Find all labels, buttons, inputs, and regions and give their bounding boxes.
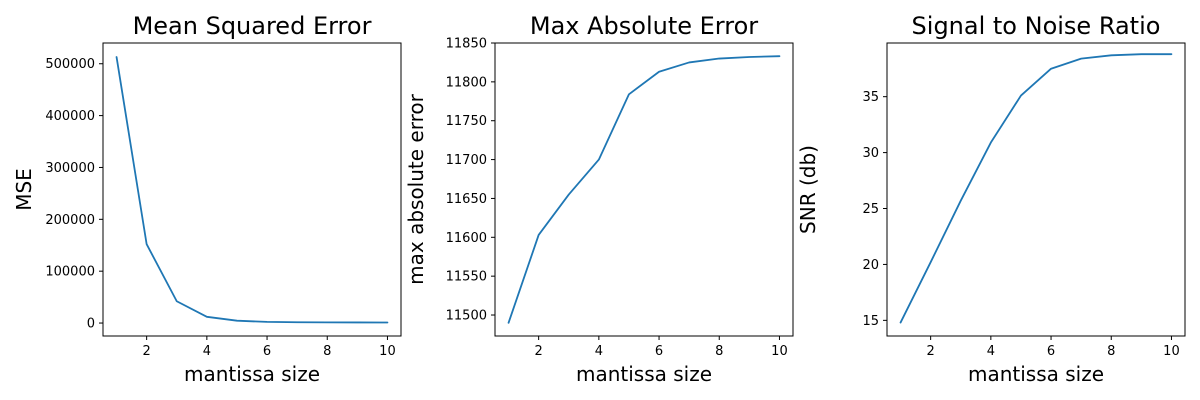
plot-frame bbox=[494, 42, 794, 337]
x-axis-label: mantissa size bbox=[576, 362, 712, 386]
series-line-1 bbox=[899, 53, 1173, 324]
y-tick-label: 11700 bbox=[446, 153, 487, 168]
y-tick-label: 11600 bbox=[446, 231, 487, 246]
chart-title: Mean Squared Error bbox=[133, 12, 372, 40]
x-axis-label: mantissa size bbox=[968, 362, 1104, 386]
y-tick-label: 20 bbox=[862, 258, 879, 273]
x-tick-label: 4 bbox=[987, 344, 995, 359]
plot-frame bbox=[886, 42, 1186, 337]
x-tick-label: 2 bbox=[927, 344, 935, 359]
y-tick-label: 11850 bbox=[446, 37, 487, 52]
y-axis-label: max absolute error bbox=[404, 93, 428, 284]
y-tick-label: 200000 bbox=[45, 213, 95, 228]
x-tick-label: 6 bbox=[263, 344, 271, 359]
chart-title: Signal to Noise Ratio bbox=[912, 12, 1161, 40]
y-axis-label: MSE bbox=[12, 168, 36, 211]
x-tick-label: 10 bbox=[771, 344, 788, 359]
series-line-1 bbox=[507, 55, 781, 324]
y-axis-label: SNR (db) bbox=[796, 145, 820, 234]
x-axis-label: mantissa size bbox=[184, 362, 320, 386]
chart-panel-2: Max Absolute Error mantissa size max absol… bbox=[404, 12, 794, 386]
y-tick-label: 35 bbox=[862, 90, 879, 105]
y-tick-label: 0 bbox=[87, 317, 95, 332]
y-tick-label: 11650 bbox=[446, 192, 487, 207]
x-tick-label: 6 bbox=[1047, 344, 1055, 359]
chart-title: Max Absolute Error bbox=[530, 12, 758, 40]
y-tick-label: 400000 bbox=[45, 109, 95, 124]
y-tick-label: 25 bbox=[862, 202, 879, 217]
x-tick-label: 4 bbox=[203, 344, 211, 359]
y-tick-label: 300000 bbox=[45, 161, 95, 176]
x-tick-label: 8 bbox=[323, 344, 331, 359]
x-tick-label: 8 bbox=[715, 344, 723, 359]
series-line-1 bbox=[115, 56, 389, 324]
y-tick-label: 15 bbox=[862, 314, 879, 329]
x-tick-label: 2 bbox=[535, 344, 543, 359]
y-tick-label: 100000 bbox=[45, 265, 95, 280]
y-tick-label: 11550 bbox=[446, 270, 487, 285]
x-tick-label: 10 bbox=[379, 344, 396, 359]
y-tick-label: 30 bbox=[862, 146, 879, 161]
x-tick-label: 8 bbox=[1107, 344, 1115, 359]
y-tick-label: 500000 bbox=[45, 57, 95, 72]
x-tick-label: 4 bbox=[595, 344, 603, 359]
chart-panel-3: Signal to Noise Ratio mantissa size SNR (d… bbox=[796, 12, 1186, 386]
x-tick-label: 2 bbox=[143, 344, 151, 359]
y-tick-label: 11800 bbox=[446, 75, 487, 90]
y-tick-label: 11500 bbox=[446, 309, 487, 324]
x-tick-label: 6 bbox=[655, 344, 663, 359]
y-tick-label: 11750 bbox=[446, 114, 487, 129]
plot-frame bbox=[102, 42, 402, 337]
chart-panel-1: Mean Squared Error mantissa size MSE 2 4 6 8 10… bbox=[12, 12, 402, 386]
x-tick-label: 10 bbox=[1163, 344, 1180, 359]
